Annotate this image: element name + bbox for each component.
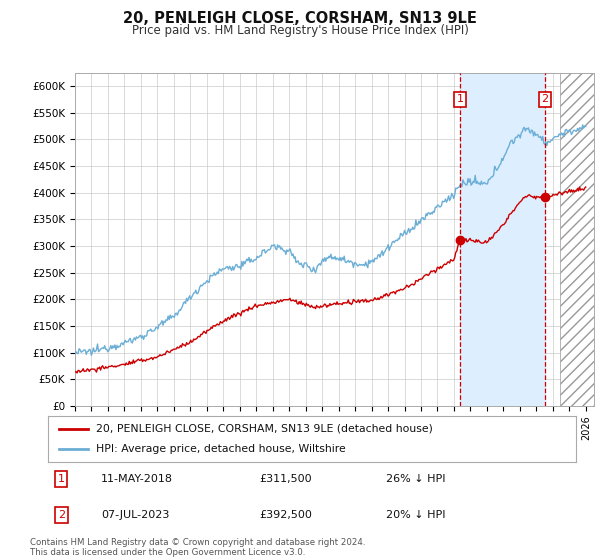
Text: 26% ↓ HPI: 26% ↓ HPI (386, 474, 445, 484)
Text: 2: 2 (58, 510, 65, 520)
Text: 20% ↓ HPI: 20% ↓ HPI (386, 510, 445, 520)
Text: 11-MAY-2018: 11-MAY-2018 (101, 474, 173, 484)
Text: 2: 2 (541, 95, 548, 105)
Text: 07-JUL-2023: 07-JUL-2023 (101, 510, 169, 520)
Text: 1: 1 (457, 95, 463, 105)
Bar (560, 73, 594, 406)
Text: 20, PENLEIGH CLOSE, CORSHAM, SN13 9LE (detached house): 20, PENLEIGH CLOSE, CORSHAM, SN13 9LE (d… (95, 424, 433, 434)
Text: Contains HM Land Registry data © Crown copyright and database right 2024.
This d: Contains HM Land Registry data © Crown c… (30, 538, 365, 557)
Bar (460, 73, 545, 406)
Text: Price paid vs. HM Land Registry's House Price Index (HPI): Price paid vs. HM Land Registry's House … (131, 24, 469, 37)
Text: £311,500: £311,500 (259, 474, 312, 484)
Text: £392,500: £392,500 (259, 510, 312, 520)
Text: HPI: Average price, detached house, Wiltshire: HPI: Average price, detached house, Wilt… (95, 444, 345, 454)
Text: 20, PENLEIGH CLOSE, CORSHAM, SN13 9LE: 20, PENLEIGH CLOSE, CORSHAM, SN13 9LE (123, 11, 477, 26)
Text: 1: 1 (58, 474, 65, 484)
